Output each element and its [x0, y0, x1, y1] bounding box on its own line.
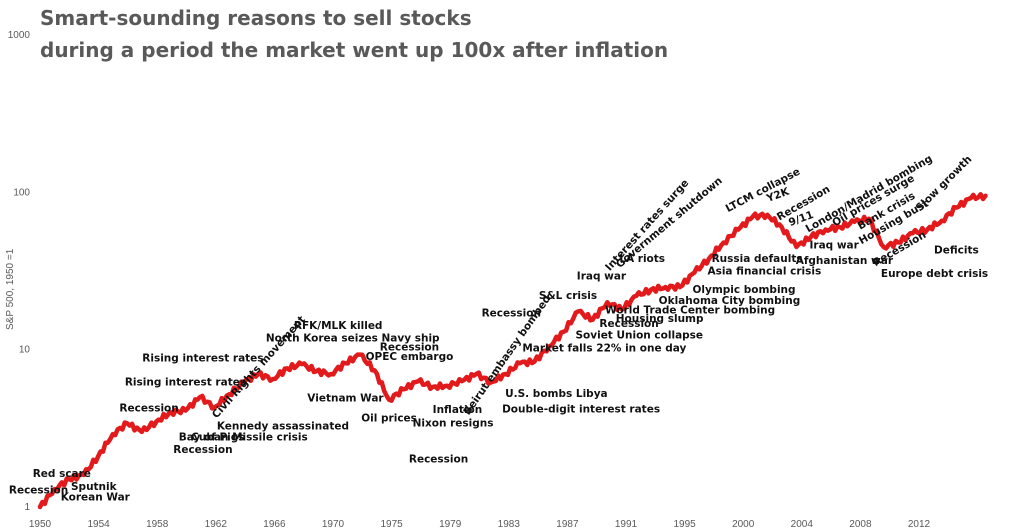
x-tick-label: 2004: [791, 519, 814, 530]
annotation-label: Inflation: [433, 404, 483, 416]
annotation-label: Red scare: [33, 468, 91, 480]
x-tick-label: 2012: [908, 519, 931, 530]
annotation-label: Recession: [9, 484, 68, 496]
annotation-label: Recession: [482, 308, 541, 320]
annotation-label: Recession: [380, 341, 439, 353]
x-tick-label: 1991: [615, 519, 638, 530]
annotation-label: Bay of Pigs: [179, 431, 245, 443]
annotation-label: Nixon resigns: [413, 417, 494, 429]
annotation-label: Russia defaults: [712, 253, 803, 265]
annotation-label: Oil prices: [361, 412, 417, 424]
annotation-label: RFK/MLK killed: [294, 320, 383, 332]
annotation-label: Double-digit interest rates: [502, 403, 660, 415]
x-tick-label: 1966: [263, 519, 286, 530]
annotation-label: Afghanistan war: [796, 255, 894, 267]
annotation-label: Vietnam War: [307, 392, 384, 404]
annotation-label: Recession: [599, 318, 658, 330]
annotation-label: Recession: [173, 444, 232, 456]
x-tick-label: 1983: [498, 519, 521, 530]
x-tick-label: 1954: [87, 519, 110, 530]
chart-title-line-2: during a period the market went up 100x …: [40, 38, 669, 62]
annotation-label: Iraq war: [810, 239, 860, 251]
annotation-label: Iraq war: [577, 270, 627, 282]
annotation-label: Rising interest rates: [142, 353, 263, 365]
x-tick-label: 1995: [673, 519, 696, 530]
x-tick-label: 1975: [380, 519, 403, 530]
annotation-label: Recession: [409, 453, 468, 465]
x-tick-label: 2000: [732, 519, 755, 530]
y-tick-label: 100: [13, 187, 30, 198]
annotation-label: U.S. bombs Libya: [505, 388, 608, 400]
annotation-label: Kennedy assassinated: [217, 421, 349, 433]
annotation-label: Soviet Union collapse: [575, 329, 703, 341]
annotation-label: World Trade Center bombing: [605, 304, 775, 316]
annotation-label: Olympic bombing: [692, 284, 795, 296]
y-tick-label: 1: [24, 502, 30, 513]
annotation-label: Asia financial crisis: [707, 266, 821, 278]
annotation-label: Korean War: [61, 491, 131, 503]
annotation-label: Housing slump: [616, 313, 704, 325]
x-tick-label: 1970: [322, 519, 345, 530]
series-line: [37, 192, 988, 510]
annotation-label: Europe debt crisis: [881, 268, 988, 280]
y-tick-label: 10: [19, 345, 31, 356]
y-tick-label: 1000: [8, 30, 31, 41]
x-axis-ticks: 1950 1954 1958 1962 1966 1970 1975 1979 1983 1987…: [29, 519, 931, 530]
annotation-label: Deficits: [934, 244, 979, 256]
annotation-label: Market falls 22% in one day: [522, 343, 686, 355]
x-tick-label: 1962: [205, 519, 228, 530]
annotation-label: Recession: [119, 402, 178, 414]
x-tick-label: 1979: [439, 519, 462, 530]
series-layer: [37, 192, 988, 510]
x-tick-label: 2008: [849, 519, 872, 530]
annotation-label: North Korea seizes Navy ship: [266, 332, 440, 344]
annotation-label: Cuban Missile crisis: [191, 431, 308, 443]
x-tick-label: 1958: [146, 519, 169, 530]
annotation-label: OPEC embargo: [366, 351, 454, 363]
x-tick-label: 1950: [29, 519, 52, 530]
y-axis-ticks: 1 10 100 1000: [8, 30, 31, 513]
annotation-label: Oklahoma City bombing: [659, 295, 801, 307]
x-tick-label: 1987: [556, 519, 579, 530]
annotation-label: LA riots: [619, 253, 665, 265]
y-axis-label: S&P 500, 1950 =1: [5, 248, 16, 330]
annotation-label: Rising interest rates: [125, 377, 246, 389]
annotation-label: S&L crisis: [539, 290, 597, 302]
chart-title-line-1: Smart-sounding reasons to sell stocks: [40, 6, 472, 30]
annotation-label: Sputnik: [71, 481, 118, 493]
